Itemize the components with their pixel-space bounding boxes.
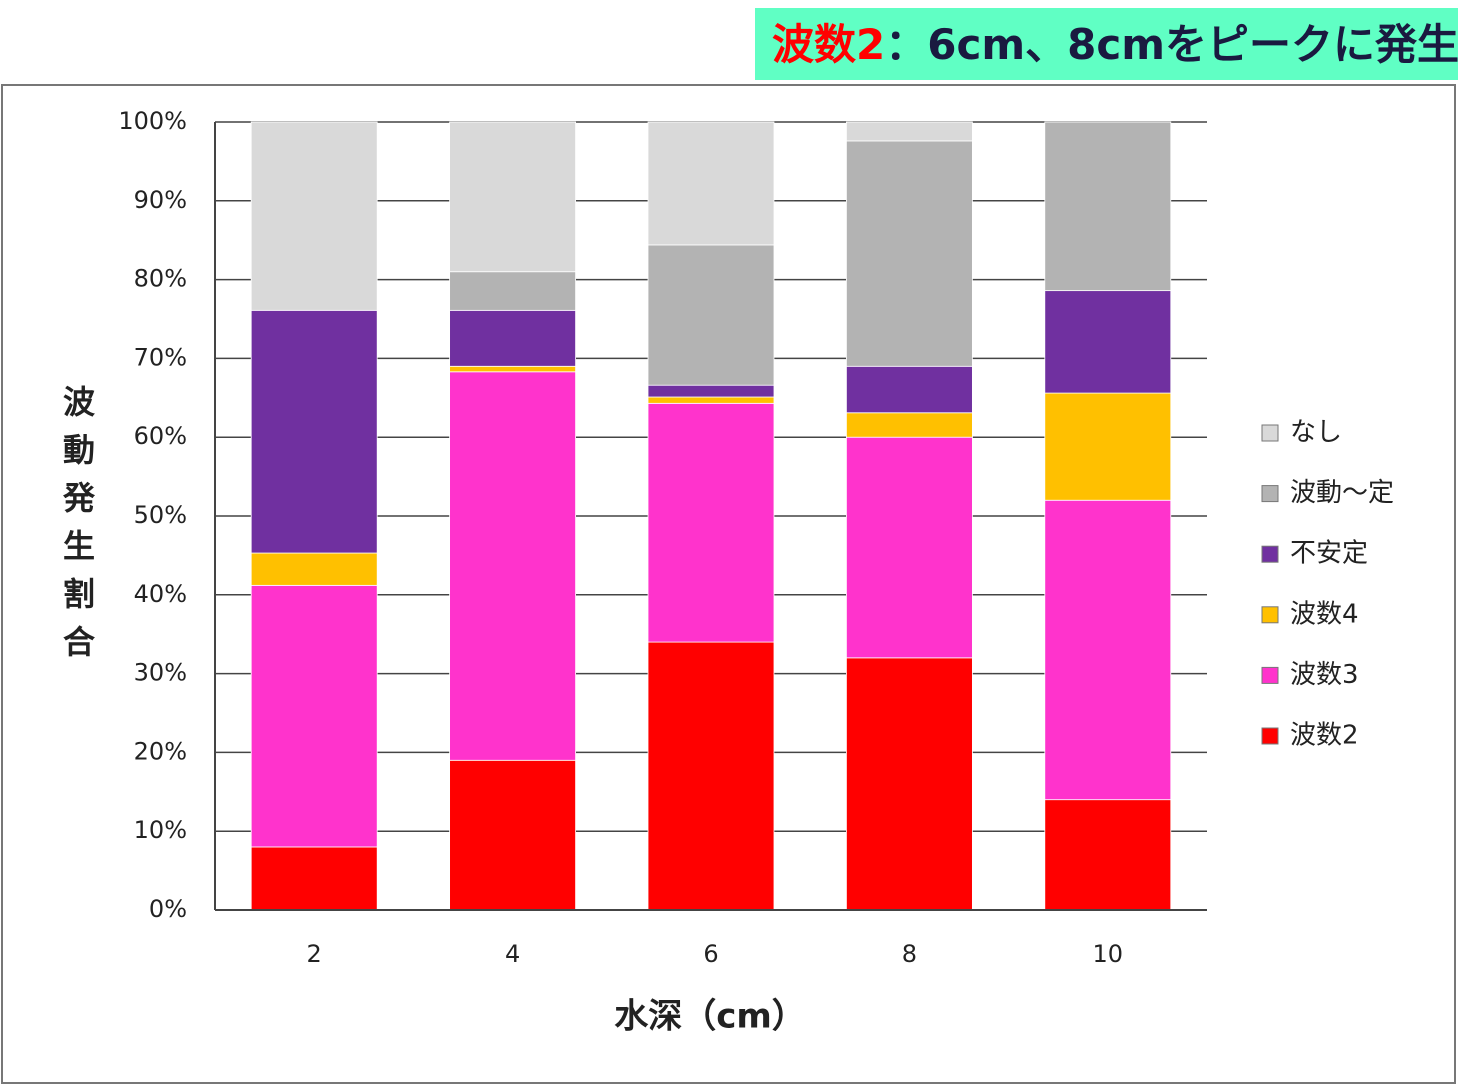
bar-segment <box>647 396 775 404</box>
bar-segment <box>250 584 378 848</box>
y-tick-label: 100% <box>118 107 187 135</box>
y-tick-label: 90% <box>134 186 187 214</box>
title-banner <box>755 8 1458 80</box>
x-tick-label: 4 <box>505 940 520 968</box>
bar-segment <box>250 552 378 586</box>
legend-swatch <box>1261 424 1279 442</box>
y-tick-label: 80% <box>134 265 187 293</box>
legend-swatch <box>1261 666 1279 684</box>
legend-label: 波数4 <box>1290 599 1359 629</box>
bar-segment <box>449 365 576 373</box>
bar-segment <box>449 121 576 273</box>
legend-label: なし <box>1290 418 1342 448</box>
y-tick-label: 50% <box>134 501 187 529</box>
legend-swatch <box>1261 545 1279 563</box>
bar-segment <box>647 384 775 398</box>
legend-label: 波数3 <box>1290 660 1359 690</box>
y-tick-label: 10% <box>134 816 187 844</box>
bar-segment <box>449 371 576 761</box>
bar-segment <box>647 121 775 246</box>
bar-segment <box>846 121 973 142</box>
bar-segment <box>846 657 973 911</box>
bar-segment <box>449 309 576 367</box>
legend-swatch <box>1261 727 1279 745</box>
bar-segment <box>250 309 378 554</box>
x-tick-label: 8 <box>902 940 917 968</box>
bar-segment <box>846 436 973 659</box>
bar-segment <box>250 121 378 311</box>
y-tick-label: 60% <box>134 422 187 450</box>
x-tick-label: 10 <box>1093 940 1124 968</box>
bar-segment <box>1044 392 1172 501</box>
legend-label: 不安定 <box>1290 539 1368 569</box>
x-tick-label: 6 <box>703 940 718 968</box>
bar-segment <box>1044 799 1172 911</box>
y-tick-label: 70% <box>134 343 187 371</box>
chart-title: 波数2：6cm、8cmをピークに発生 <box>772 20 1459 69</box>
bar-segment <box>846 412 973 438</box>
legend-label: 波動～定 <box>1290 478 1394 508</box>
y-axis-label: 波動発生割合 <box>58 385 96 673</box>
bar-segment <box>846 365 973 414</box>
title-rest: ：6cm、8cmをピークに発生 <box>885 20 1459 69</box>
legend-label: 波数2 <box>1290 721 1359 751</box>
bar-segment <box>449 759 576 911</box>
title-highlight: 波数2 <box>772 20 885 69</box>
legend-swatch <box>1261 485 1279 503</box>
bar-segment <box>1044 499 1172 801</box>
bar-segment <box>647 641 775 911</box>
bar-segment <box>647 402 775 643</box>
bar-segment <box>1044 121 1172 292</box>
bar-segment <box>1044 290 1172 394</box>
y-tick-label: 40% <box>134 580 187 608</box>
x-tick-label: 2 <box>307 940 322 968</box>
x-axis-label: 水深（cm） <box>614 997 806 1037</box>
bar-segment <box>647 244 775 386</box>
legend-swatch <box>1261 606 1279 624</box>
y-tick-label: 20% <box>134 737 187 765</box>
bar-segment <box>250 846 378 911</box>
bar-segment <box>449 271 576 311</box>
y-tick-label: 30% <box>134 659 187 687</box>
y-tick-label: 0% <box>149 895 187 923</box>
bar-segment <box>846 140 973 367</box>
